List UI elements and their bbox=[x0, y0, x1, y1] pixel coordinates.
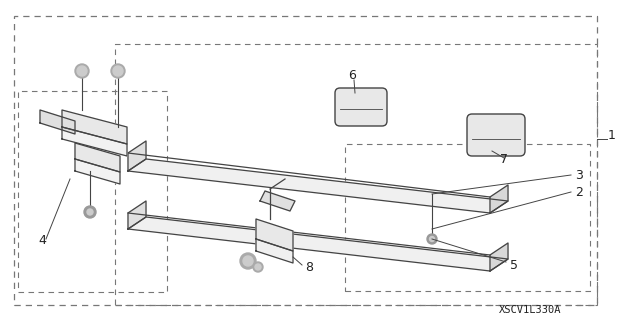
Text: 3: 3 bbox=[575, 169, 583, 182]
Bar bbox=[345, 144, 590, 291]
Circle shape bbox=[113, 66, 123, 76]
FancyBboxPatch shape bbox=[467, 114, 525, 156]
Bar bbox=[18, 91, 167, 292]
Polygon shape bbox=[128, 201, 146, 229]
Circle shape bbox=[253, 262, 263, 272]
Circle shape bbox=[84, 206, 96, 218]
Circle shape bbox=[75, 64, 89, 78]
Polygon shape bbox=[128, 217, 508, 271]
Polygon shape bbox=[75, 143, 120, 172]
Circle shape bbox=[427, 234, 437, 244]
Polygon shape bbox=[75, 159, 120, 184]
Polygon shape bbox=[260, 191, 295, 211]
Polygon shape bbox=[128, 141, 146, 171]
Polygon shape bbox=[490, 243, 508, 271]
Polygon shape bbox=[40, 110, 75, 134]
Polygon shape bbox=[256, 239, 293, 263]
Circle shape bbox=[243, 256, 253, 266]
Text: 2: 2 bbox=[575, 186, 583, 199]
Polygon shape bbox=[62, 110, 127, 144]
Circle shape bbox=[255, 264, 261, 270]
Text: XSCV1L330A: XSCV1L330A bbox=[499, 305, 561, 315]
Text: 8: 8 bbox=[305, 261, 313, 274]
Circle shape bbox=[429, 236, 435, 241]
Text: 4: 4 bbox=[38, 234, 46, 247]
Text: 5: 5 bbox=[510, 259, 518, 272]
Text: 7: 7 bbox=[500, 153, 508, 166]
Polygon shape bbox=[490, 185, 508, 213]
Text: 6: 6 bbox=[348, 69, 356, 82]
FancyBboxPatch shape bbox=[335, 88, 387, 126]
Circle shape bbox=[87, 209, 93, 215]
Circle shape bbox=[111, 64, 125, 78]
Circle shape bbox=[240, 253, 256, 269]
Polygon shape bbox=[62, 127, 127, 156]
Circle shape bbox=[77, 66, 87, 76]
Polygon shape bbox=[256, 219, 293, 251]
Text: 1: 1 bbox=[608, 129, 616, 142]
Bar bbox=[115, 44, 597, 305]
Polygon shape bbox=[128, 159, 508, 213]
